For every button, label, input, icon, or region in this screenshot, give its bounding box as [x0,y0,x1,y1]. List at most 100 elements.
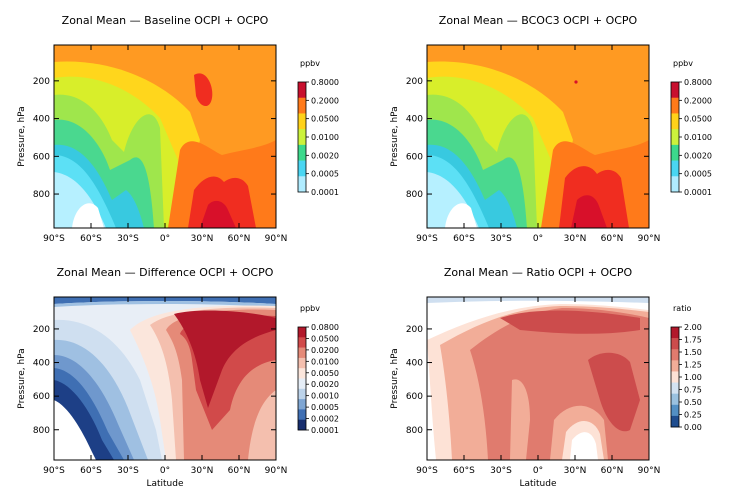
colorbar-tick-label: 0.50 [684,398,702,407]
colorbar-swatch [671,82,679,99]
plot-area-baseline [54,45,276,228]
colorbar-tick-label: 0.00 [684,423,702,432]
field-region [571,195,607,228]
panel-difference: Zonal Mean — Difference OCPI + OCPO Press… [17,266,339,489]
x-tick-label: 30°S [490,466,512,476]
colorbar-tick-label: 0.25 [684,411,702,420]
chart-title: Zonal Mean — Baseline OCPI + OCPO [62,14,269,27]
colorbar-bcoc3: ppbv 0.8000 0.2000 0.0500 0.0100 0.0020 0.0005… [670,59,712,197]
chart-title: Zonal Mean — BCOC3 OCPI + OCPO [439,14,638,27]
colorbar-swatch [671,338,679,350]
colorbar-baseline: ppbv 0.8000 0.2000 0.0500 0.0100 0.0020 0.0005… [297,59,339,197]
colorbar-tick-label: 0.75 [684,386,702,395]
panel-bcoc3: Zonal Mean — BCOC3 OCPI + OCPO Pressure, … [390,14,712,244]
plot-area-ratio [427,297,649,460]
y-axis-label: Pressure, hPa [17,106,27,166]
colorbar-swatch [298,409,306,420]
colorbar-tick-label: 1.75 [684,336,702,345]
colorbar-frame [297,326,307,431]
x-tick-label: 60°N [228,234,251,244]
x-tick-label: 90°N [265,234,288,244]
plot-area-difference [54,297,276,460]
colorbar-swatch [298,82,306,99]
colorbar-tick-label: 1.00 [684,373,702,382]
colorbar-tick-label: 0.2000 [311,96,339,105]
colorbar-label: ppbv [300,59,320,68]
x-tick-label: 0° [160,234,170,244]
field-region [54,301,276,307]
y-tick-label: 200 [406,77,423,87]
y-axis-label: Pressure, hPa [390,348,400,408]
x-tick-label: 0° [533,466,543,476]
field-region [588,352,640,432]
colorbar-swatch [671,382,679,394]
colorbar-swatch [671,144,679,161]
colorbar-swatch [671,371,679,383]
colorbar-swatch [298,347,306,359]
y-tick-label: 400 [406,359,423,369]
x-tick-label: 60°S [80,234,102,244]
y-tick-label: 600 [406,152,423,162]
colorbar-swatch [298,113,306,130]
colorbar-tick-label: 0.0002 [311,415,339,424]
colorbar-swatch [671,404,679,417]
colorbar-tick-label: 0.0100 [311,133,339,142]
colorbar-tick-label: 0.8000 [684,78,712,87]
colorbar-swatch [671,360,679,372]
colorbar-tick-label: 2.00 [684,323,702,332]
colorbar-tick-label: 0.2000 [684,96,712,105]
colorbar-tick-label: 0.0100 [684,133,712,142]
colorbar-swatch [671,349,679,361]
colorbar-swatch [298,399,306,410]
colorbar-tick-label: 0.0050 [311,369,339,378]
x-tick-label: 30°S [490,234,512,244]
colorbar-swatch [298,368,306,379]
y-tick-label: 200 [33,77,50,87]
y-tick-label: 800 [406,426,423,436]
x-tick-label: 0° [160,466,170,476]
x-tick-label: 30°S [117,234,139,244]
field-region [54,400,96,460]
axes-difference: Zonal Mean — Difference OCPI + OCPO Press… [17,266,287,489]
x-tick-label: 60°S [80,466,102,476]
y-tick-label: 800 [33,426,50,436]
colorbar-tick-label: 0.0001 [311,426,339,435]
axes-bcoc3: Zonal Mean — BCOC3 OCPI + OCPO Pressure, … [390,14,660,244]
x-tick-label: 90°S [43,234,65,244]
x-tick-label: 0° [533,234,543,244]
y-tick-label: 800 [406,190,423,200]
field-region [174,310,276,408]
colorbar-label: ppbv [300,304,320,313]
colorbar-swatch [298,388,306,400]
colorbar-tick-label: 1.25 [684,361,702,370]
field-region [510,379,530,460]
x-axis-label: Latitude [146,479,184,489]
y-tick-label: 200 [33,325,50,335]
x-tick-label: 60°S [453,466,475,476]
colorbar-swatch [671,176,679,193]
colorbar-swatch [671,129,679,146]
field-region [500,310,640,334]
colorbar-swatch [298,357,306,369]
x-tick-label: 60°N [228,466,251,476]
colorbar-swatch [671,97,679,114]
colorbar-tick-label: 0.0001 [684,188,712,197]
colorbar-tick-label: 0.0020 [684,151,712,160]
x-tick-label: 60°N [601,234,624,244]
colorbar-tick-label: 0.0020 [311,151,339,160]
x-tick-label: 90°S [416,466,438,476]
colorbar-swatch [671,415,679,428]
colorbar-label: ratio [673,304,692,313]
colorbar-tick-label: 0.0100 [311,357,339,366]
colorbar-swatch [298,97,306,114]
x-tick-label: 30°N [191,234,214,244]
panel-ratio: Zonal Mean — Ratio OCPI + OCPO Pressure, … [390,266,702,489]
colorbar-tick-label: 0.0500 [311,115,339,124]
x-tick-label: 30°N [191,466,214,476]
colorbar-swatch [671,160,679,177]
panel-baseline: Zonal Mean — Baseline OCPI + OCPO Pressur… [17,14,339,244]
colorbar-swatch [298,378,306,390]
field-region [72,203,104,228]
